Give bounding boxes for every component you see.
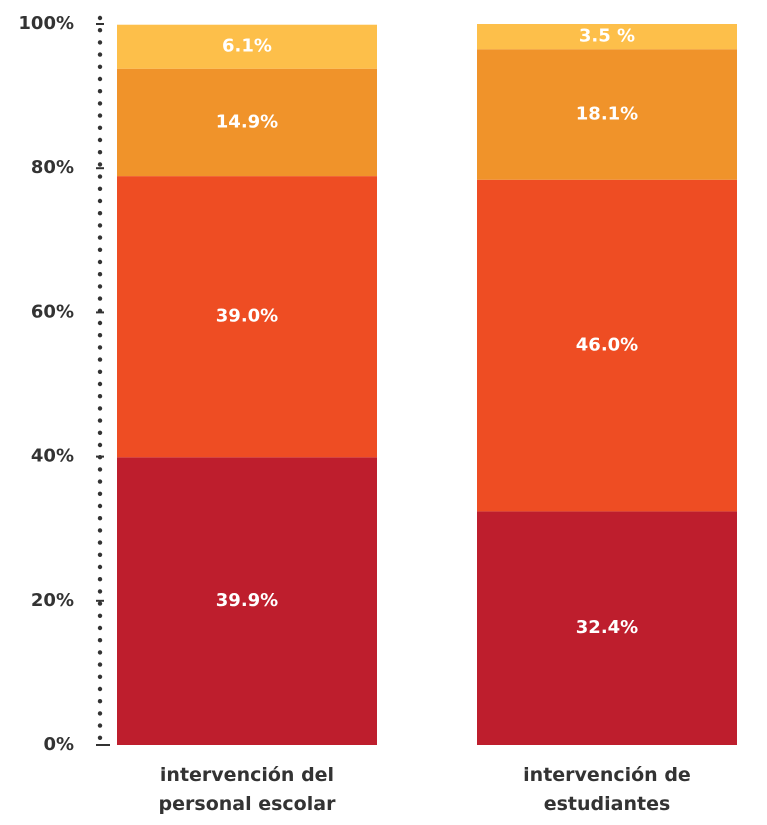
bar-segment bbox=[477, 24, 737, 50]
axis-dot bbox=[97, 174, 103, 179]
axis-dot bbox=[97, 357, 103, 362]
axis-dot bbox=[97, 40, 103, 45]
axis-dot bbox=[97, 650, 103, 655]
axis-dot bbox=[97, 491, 103, 496]
axis-dot bbox=[97, 540, 103, 545]
bar-segment bbox=[477, 179, 737, 512]
axis-dot bbox=[97, 638, 103, 643]
axis-dot bbox=[97, 125, 103, 130]
axis-dot bbox=[97, 296, 103, 301]
axis-dot bbox=[97, 15, 103, 21]
axis-dot bbox=[97, 150, 103, 155]
axis-dot bbox=[97, 699, 103, 704]
axis-dot bbox=[97, 711, 103, 716]
bar-segment bbox=[117, 176, 377, 458]
axis-dot bbox=[97, 64, 103, 70]
data-label: 3.5 % bbox=[579, 26, 635, 47]
data-label: 6.1% bbox=[222, 36, 272, 57]
axis-dot bbox=[97, 369, 103, 374]
x-tick-label: intervención de estudiantes bbox=[523, 764, 691, 815]
axis-dot bbox=[97, 259, 103, 265]
axis-dot bbox=[97, 723, 103, 728]
axis-dot bbox=[97, 394, 103, 399]
axis-dot bbox=[97, 198, 103, 204]
axis-dot bbox=[97, 211, 103, 216]
data-label: 14.9% bbox=[216, 111, 278, 132]
axis-dot bbox=[97, 162, 103, 167]
axis-dot bbox=[97, 101, 103, 106]
axis-dot bbox=[97, 28, 103, 33]
y-tick-label: 80% bbox=[31, 157, 74, 178]
axis-dot bbox=[97, 589, 103, 594]
bar-segment bbox=[477, 511, 737, 745]
bar-segment bbox=[477, 49, 737, 180]
axis-dot bbox=[97, 467, 103, 472]
axis-dot bbox=[97, 345, 103, 350]
axis-dot bbox=[97, 735, 103, 740]
bar-segment bbox=[117, 68, 377, 177]
axis-dot bbox=[97, 284, 103, 289]
x-tick-label: intervención del personal escolar bbox=[158, 764, 336, 815]
axis-dot bbox=[97, 333, 103, 338]
axis-dot bbox=[97, 76, 103, 82]
data-label: 39.0% bbox=[216, 306, 278, 327]
axis-dot bbox=[97, 577, 103, 582]
axis-dot bbox=[97, 406, 103, 411]
axis-dot bbox=[97, 686, 103, 692]
axis-dot bbox=[97, 52, 103, 57]
axis-dot bbox=[97, 223, 103, 228]
axis-dot bbox=[97, 662, 103, 667]
y-tick-label: 0% bbox=[43, 734, 74, 755]
axis-dot bbox=[97, 430, 103, 435]
axis-dot bbox=[97, 625, 103, 631]
axis-dot bbox=[97, 247, 103, 252]
axis-dot bbox=[97, 186, 103, 191]
axis-dot bbox=[97, 235, 103, 240]
axis-dot bbox=[97, 89, 103, 94]
axis-dot bbox=[97, 613, 103, 618]
y-tick-label: 40% bbox=[31, 446, 74, 467]
axis-dot bbox=[97, 113, 103, 118]
axis-dot bbox=[97, 320, 103, 326]
axis-dot bbox=[97, 516, 103, 521]
data-label: 32.4% bbox=[576, 617, 638, 638]
axis-dot bbox=[97, 674, 103, 679]
y-tick-label: 100% bbox=[18, 13, 74, 34]
axis-dot bbox=[97, 601, 103, 606]
y-tick-label: 20% bbox=[31, 590, 74, 611]
axis-dot bbox=[97, 442, 103, 448]
axis-dot bbox=[97, 272, 103, 277]
axis-dot bbox=[97, 503, 103, 509]
axis-dot bbox=[97, 479, 103, 484]
bar-segment bbox=[117, 24, 377, 69]
data-label: 46.0% bbox=[576, 335, 638, 356]
y-tick-label: 60% bbox=[31, 301, 74, 322]
axis-dot bbox=[97, 418, 103, 423]
axis-dot bbox=[97, 564, 103, 570]
axis-dot bbox=[97, 528, 103, 533]
axis-dot bbox=[97, 552, 103, 557]
axis-dot bbox=[97, 137, 103, 143]
data-label: 18.1% bbox=[576, 103, 638, 124]
data-label: 39.9% bbox=[216, 590, 278, 611]
axis-dot bbox=[97, 381, 103, 387]
bar-segment bbox=[117, 457, 377, 745]
